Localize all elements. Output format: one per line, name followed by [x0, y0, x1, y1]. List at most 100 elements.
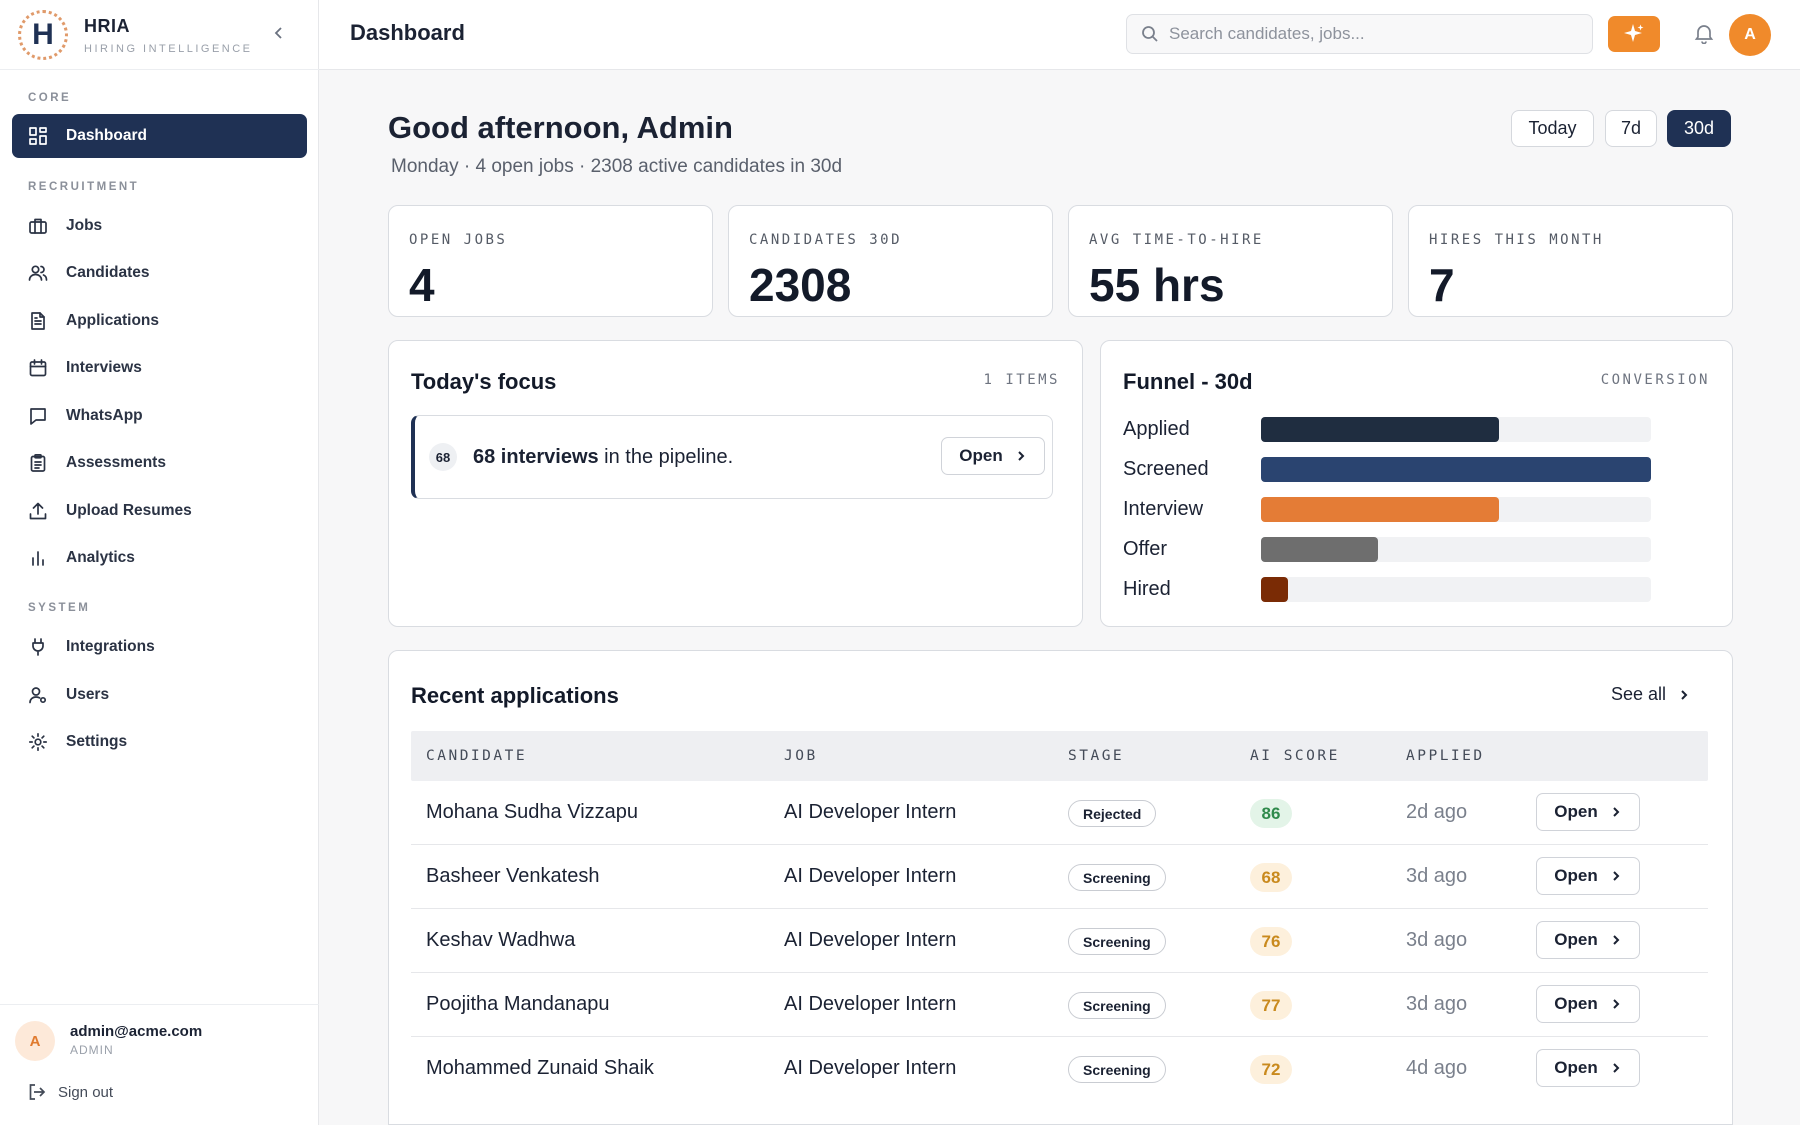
chevron-right-icon: [1018, 451, 1025, 461]
user-block: A admin@acme.com ADMIN Sign out: [0, 1004, 319, 1125]
funnel-stage-label: Screened: [1123, 458, 1209, 480]
applied-time: 3d ago: [1406, 929, 1468, 951]
sidebar-divider: [0, 69, 319, 70]
sign-out-button[interactable]: Sign out: [28, 1083, 113, 1101]
focus-item: 68 68 interviews in the pipeline. Open: [411, 415, 1053, 499]
funnel-bar-track: [1261, 497, 1651, 522]
dashboard-icon: [28, 126, 48, 146]
see-all-link[interactable]: See all: [1611, 684, 1690, 705]
sidebar-item-settings[interactable]: Settings: [12, 720, 307, 764]
brand-logo: H: [18, 10, 68, 60]
applied-time: 2d ago: [1406, 801, 1468, 823]
table-row[interactable]: Mohammed Zunaid Shaik AI Developer Intern…: [411, 1037, 1708, 1101]
calendar-icon: [28, 358, 48, 378]
applied-time: 3d ago: [1406, 993, 1468, 1015]
column-header-job[interactable]: JOB: [784, 748, 818, 764]
funnel-stage-label: Interview: [1123, 498, 1204, 520]
stat-card-candidates: CANDIDATES 30D 2308: [728, 205, 1053, 317]
job-title: AI Developer Intern: [784, 993, 957, 1015]
range-today-button[interactable]: Today: [1511, 110, 1594, 147]
funnel-bar-interview: [1261, 497, 1499, 522]
stat-value: 2308: [749, 259, 852, 311]
todays-focus-card: Today's focus 1 ITEMS 68 68 interviews i…: [388, 340, 1083, 627]
brand[interactable]: H HRIA HIRING INTELLIGENCE: [18, 10, 253, 60]
column-header-stage[interactable]: STAGE: [1068, 748, 1125, 764]
stat-value: 4: [409, 259, 435, 311]
sidebar-item-applications[interactable]: Applications: [12, 299, 307, 343]
range-7d-button[interactable]: 7d: [1605, 110, 1657, 147]
sidebar-item-label: Interviews: [66, 359, 142, 376]
header-avatar[interactable]: A: [1729, 14, 1771, 56]
table-row[interactable]: Keshav Wadhwa AI Developer Intern Screenin…: [411, 909, 1708, 973]
table-row[interactable]: Poojitha Mandanapu AI Developer Intern Scr…: [411, 973, 1708, 1037]
sidebar-item-whatsapp[interactable]: WhatsApp: [12, 394, 307, 438]
search-input[interactable]: [1169, 24, 1569, 44]
job-title: AI Developer Intern: [784, 865, 957, 887]
sidebar-item-interviews[interactable]: Interviews: [12, 346, 307, 390]
row-open-button[interactable]: Open: [1536, 857, 1640, 895]
sidebar-item-upload-resumes[interactable]: Upload Resumes: [12, 489, 307, 533]
ai-assistant-button[interactable]: [1608, 16, 1660, 52]
sidebar-item-assessments[interactable]: Assessments: [12, 441, 307, 485]
sidebar-item-label: Settings: [66, 733, 128, 750]
stage-badge: Rejected: [1068, 800, 1157, 827]
sidebar: H HRIA HIRING INTELLIGENCE CORE Dashboar…: [0, 0, 319, 1125]
recent-applications-card: Recent applications See all CANDIDATE JO…: [388, 650, 1733, 1125]
sidebar-item-label: Analytics: [66, 549, 135, 566]
sidebar-item-users[interactable]: Users: [12, 673, 307, 717]
row-open-button[interactable]: Open: [1536, 985, 1640, 1023]
sidebar-item-candidates[interactable]: Candidates: [12, 251, 307, 295]
stat-card-hires: HIRES THIS MONTH 7: [1408, 205, 1733, 317]
table-header: CANDIDATE JOB STAGE AI SCORE APPLIED: [411, 731, 1708, 781]
page-title: Dashboard: [350, 20, 465, 45]
funnel-card: Funnel - 30d CONVERSION Applied Screened I…: [1100, 340, 1733, 627]
open-label: Open: [1554, 994, 1598, 1013]
focus-text-bold: 68 interviews: [473, 445, 599, 468]
stat-card-time-to-hire: AVG TIME-TO-HIRE 55 hrs: [1068, 205, 1393, 317]
chevron-right-icon: [1681, 689, 1688, 700]
open-label: Open: [959, 446, 1003, 465]
notifications-button[interactable]: [1693, 22, 1715, 45]
sidebar-item-label: Candidates: [66, 264, 150, 281]
column-header-applied[interactable]: APPLIED: [1406, 748, 1485, 764]
focus-item-count: 1 ITEMS: [983, 372, 1060, 388]
users-icon: [28, 263, 48, 283]
chevron-left-icon: [274, 27, 282, 39]
row-open-button[interactable]: Open: [1536, 1049, 1640, 1087]
table-row[interactable]: Mohana Sudha Vizzapu AI Developer Intern R…: [411, 781, 1708, 845]
column-header-candidate[interactable]: CANDIDATE: [426, 748, 528, 764]
focus-open-button[interactable]: Open: [941, 437, 1045, 475]
card-title: Today's focus: [411, 369, 557, 394]
sidebar-item-label: WhatsApp: [66, 407, 143, 424]
see-all-label: See all: [1610, 684, 1666, 704]
focus-text: 68 interviews in the pipeline.: [473, 446, 733, 469]
open-label: Open: [1554, 1058, 1598, 1077]
sidebar-item-jobs[interactable]: Jobs: [12, 204, 307, 248]
collapse-sidebar-button[interactable]: [268, 22, 290, 44]
focus-text-rest: in the pipeline.: [598, 445, 734, 468]
job-title: AI Developer Intern: [784, 1057, 957, 1079]
job-title: AI Developer Intern: [784, 801, 957, 823]
sidebar-item-dashboard[interactable]: Dashboard: [12, 114, 307, 158]
table-row[interactable]: Basheer Venkatesh AI Developer Intern Scre…: [411, 845, 1708, 909]
range-30d-button[interactable]: 30d: [1667, 110, 1731, 147]
funnel-bar-offer: [1261, 537, 1378, 562]
funnel-meta: CONVERSION: [1600, 372, 1710, 388]
avatar[interactable]: A: [15, 1021, 55, 1061]
search-box[interactable]: [1126, 14, 1593, 54]
sidebar-item-integrations[interactable]: Integrations: [12, 625, 307, 669]
briefcase-icon: [28, 216, 48, 236]
column-header-ai-score[interactable]: AI SCORE: [1250, 748, 1340, 764]
chevron-right-icon: [1613, 807, 1620, 817]
user-role: ADMIN: [70, 1043, 114, 1057]
row-open-button[interactable]: Open: [1536, 921, 1640, 959]
top-header: Dashboard A: [319, 0, 1800, 70]
open-label: Open: [1554, 802, 1598, 821]
chevron-right-icon: [1613, 999, 1620, 1009]
row-open-button[interactable]: Open: [1536, 793, 1640, 831]
stage-badge: Screening: [1068, 1056, 1166, 1083]
sidebar-item-analytics[interactable]: Analytics: [12, 536, 307, 580]
funnel-stage-label: Applied: [1123, 418, 1190, 440]
sidebar-item-label: Applications: [66, 312, 160, 329]
stat-label: OPEN JOBS: [409, 232, 508, 248]
